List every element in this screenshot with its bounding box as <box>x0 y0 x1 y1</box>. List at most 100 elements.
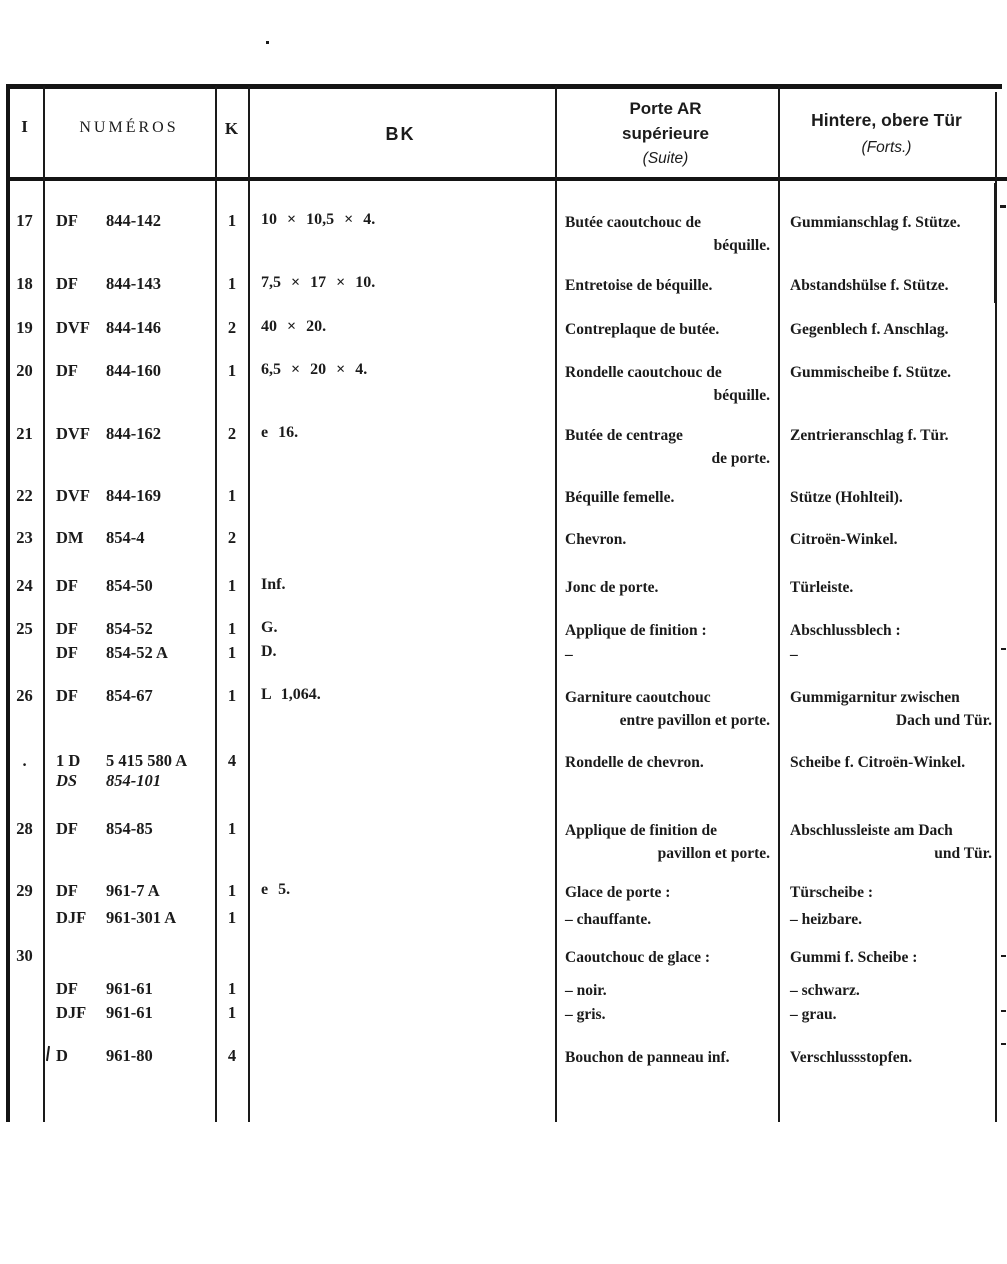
row-index: 21 <box>16 424 33 443</box>
description-fr-line: Butée de centrage <box>565 427 683 444</box>
part-number-line: DF 854-50 <box>56 576 153 596</box>
quantity: 1 <box>227 1003 237 1022</box>
part-prefix: DF <box>56 643 78 662</box>
part-number: 854-52 A <box>106 643 168 662</box>
description-de: – <box>790 643 992 666</box>
part-number: 961-301 A <box>106 908 177 927</box>
description-de-line: – heizbare. <box>790 911 863 928</box>
part-number: 854-67 <box>106 686 153 705</box>
part-number-cell: DVF 844-146 <box>56 318 161 338</box>
part-number: 961-80 <box>106 1046 153 1065</box>
quantity: 1 <box>227 819 237 838</box>
scan-artifact <box>45 1045 51 1062</box>
col-divider-french <box>778 86 780 1122</box>
description-fr-line: Contreplaque de butée. <box>565 321 720 338</box>
scan-artifact <box>1001 1010 1006 1012</box>
description-de: – heizbare. <box>790 908 992 931</box>
part-number-line: DF 961-61 <box>56 979 153 999</box>
column-header-bk: BK <box>385 124 416 144</box>
dimensions: L 1,064. <box>261 686 321 703</box>
part-number: 854-52 <box>106 619 153 638</box>
description-fr-line: béquille. <box>713 387 770 404</box>
part-number: 854-101 <box>106 771 161 790</box>
quantity: 1 <box>227 274 237 293</box>
table-border-left <box>6 84 10 1122</box>
part-prefix: DVF <box>56 424 90 443</box>
description-de-line: Scheibe f. Citroën-Winkel. <box>790 754 966 771</box>
table-border-right <box>995 92 997 1122</box>
description-de: Abstandshülse f. Stütze. <box>790 274 992 297</box>
description-fr: Béquille femelle. <box>565 486 770 509</box>
dimensions: e 5. <box>261 881 291 898</box>
quantity: 2 <box>227 318 237 337</box>
part-number: 844-146 <box>106 318 161 337</box>
dimensions: 7,5 × 17 × 10. <box>261 274 376 291</box>
scan-artifact <box>1001 955 1006 957</box>
description-de-line: Türscheibe : <box>790 884 874 901</box>
description-fr-line: Entretoise de béquille. <box>565 277 713 294</box>
part-number-cell: DM 854-4 <box>56 528 145 548</box>
part-prefix: DVF <box>56 318 90 337</box>
description-de: Gummi f. Scheibe : <box>790 946 992 969</box>
description-fr-line: béquille. <box>713 237 770 254</box>
description-de: Zentrieranschlag f. Tür. <box>790 424 992 447</box>
description-de-line: Citroën-Winkel. <box>790 531 898 548</box>
description-fr: – <box>565 643 770 666</box>
row-index: 18 <box>16 274 33 293</box>
part-number-line: DVF 844-169 <box>56 486 161 506</box>
col-divider-k <box>248 86 250 1122</box>
dimensions: e 16. <box>261 424 299 441</box>
part-number-line: DF 844-142 <box>56 211 161 231</box>
description-fr: Butée de centrage de porte. <box>565 424 770 470</box>
part-prefix: DJF <box>56 1003 87 1022</box>
part-number-cell: DF 854-52 <box>56 619 153 639</box>
column-header-german: Hintere, obere Tür (Forts.) <box>778 107 995 161</box>
part-number: 854-85 <box>106 819 153 838</box>
part-prefix: DF <box>56 211 78 230</box>
part-prefix: DJF <box>56 908 87 927</box>
row-index: 30 <box>16 946 33 965</box>
description-de-line: – grau. <box>790 1006 837 1023</box>
description-de: – grau. <box>790 1003 992 1026</box>
description-de: Gummianschlag f. Stütze. <box>790 211 992 234</box>
column-header-numbers: NUMÉROS <box>79 119 179 136</box>
description-fr: – chauffante. <box>565 908 770 931</box>
description-fr-line: – chauffante. <box>565 911 652 928</box>
part-number-cell: DF 854-50 <box>56 576 153 596</box>
description-fr: Entretoise de béquille. <box>565 274 770 297</box>
table-border-right-thick <box>994 183 997 303</box>
quantity: 2 <box>227 424 237 443</box>
part-number-cell: D 961-80 <box>56 1046 153 1066</box>
description-de-line: Abschlussblech : <box>790 622 901 639</box>
description-fr: Applique de finition de pavillon et porte… <box>565 819 770 865</box>
description-de: Verschlussstopfen. <box>790 1046 992 1069</box>
header-separator <box>6 177 1007 181</box>
description-fr-line: – <box>565 646 573 663</box>
part-number: 844-142 <box>106 211 161 230</box>
part-number-line: 1 D 5 415 580 A <box>56 751 187 771</box>
quantity: 1 <box>227 881 237 900</box>
description-de: Gegenblech f. Anschlag. <box>790 318 992 341</box>
part-number: 961-61 <box>106 1003 153 1022</box>
quantity: 4 <box>227 1046 237 1065</box>
description-de: Abschlussleiste am Dach und Tür. <box>790 819 992 865</box>
dimensions: 10 × 10,5 × 4. <box>261 211 376 228</box>
quantity: 1 <box>227 619 237 638</box>
description-fr-line: de porte. <box>711 450 770 467</box>
part-prefix: DF <box>56 274 78 293</box>
column-header-french: Porte AR supérieure (Suite) <box>553 96 778 171</box>
description-fr: Bouchon de panneau inf. <box>565 1046 770 1069</box>
part-prefix: DF <box>56 361 78 380</box>
dimensions: Inf. <box>261 576 286 593</box>
part-number-cell: DJF 961-301 A <box>56 908 176 928</box>
part-number-cell: DF 854-52 A <box>56 643 168 663</box>
part-prefix: DM <box>56 528 84 547</box>
description-fr: Garniture caoutchouc entre pavillon et po… <box>565 686 770 732</box>
row-index: 25 <box>16 619 33 638</box>
part-number-line: DF 854-85 <box>56 819 153 839</box>
part-number: 844-169 <box>106 486 161 505</box>
description-fr-line: Garniture caoutchouc <box>565 689 711 706</box>
part-prefix: DF <box>56 819 78 838</box>
description-fr-line: Butée caoutchouc de <box>565 214 702 231</box>
description-de-line: Türleiste. <box>790 579 854 596</box>
